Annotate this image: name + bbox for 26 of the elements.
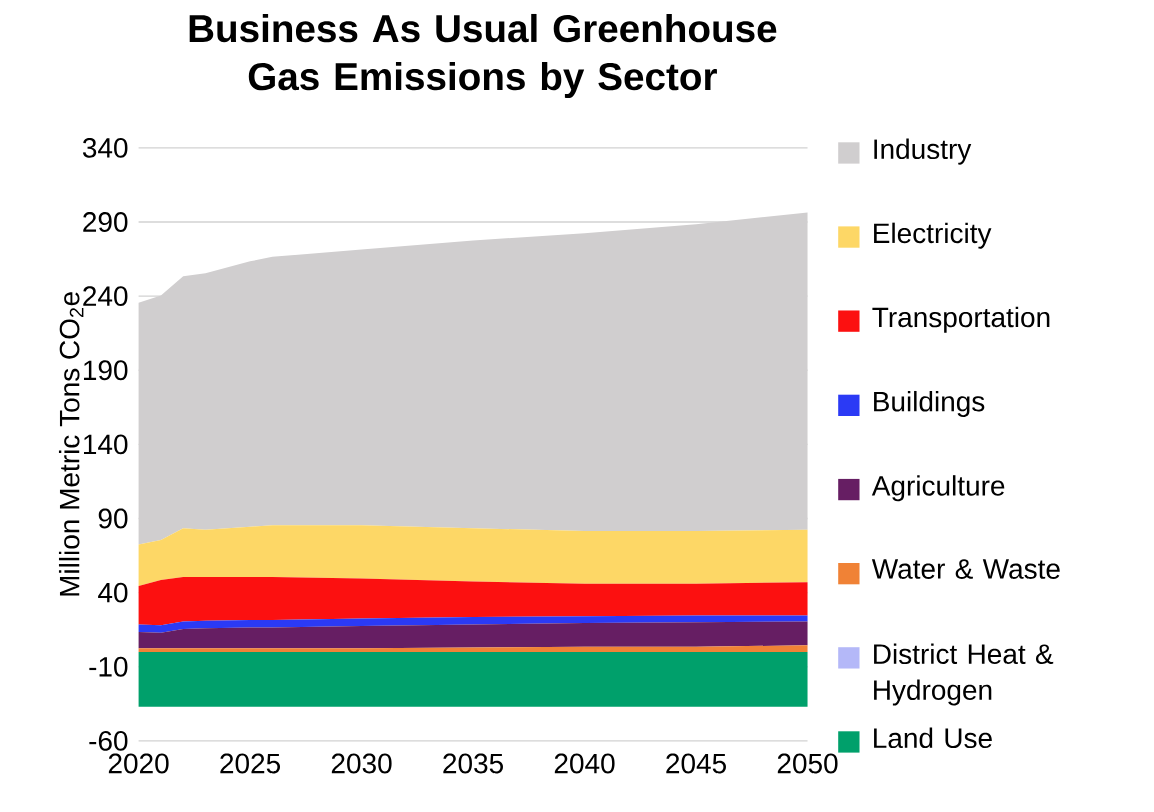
x-tick-label: 2020 [108,753,169,774]
x-tick-label: 2040 [554,753,615,774]
x-tick-label: 2025 [220,753,281,774]
y-tick-label: 90 [98,508,128,529]
legend-label: Agriculture [871,475,1005,502]
legend-label: Water & Waste [871,559,1060,580]
legend-label: Industry [874,138,972,165]
x-tick-label: 2030 [331,753,392,774]
chart-title: Business As Usual Greenhouse Gas Emissions by Sector [189,14,777,99]
legend-label: Land Use [874,727,992,749]
legend-label: District Heat & Hydrogen [874,643,1054,706]
y-axis-title: Million Metric Tons CO$_{2}$e [58,292,84,596]
y-tick-label: 340 [82,138,128,159]
x-tick-label: 2050 [777,753,838,774]
y-tick-label: 190 [84,360,128,381]
y-tick-label: 40 [98,582,128,603]
y-tick-label: 240 [83,286,128,307]
x-tick-label: 2035 [443,753,503,774]
y-tick-label: -10 [89,657,128,677]
y-tick-label: 140 [84,434,128,455]
legend-label: Transportation [872,306,1050,334]
legend-label: Buildings [874,391,985,418]
legend-label: Electricity [874,222,992,249]
x-tick-label: 2045 [666,753,726,774]
y-tick-label: 290 [83,212,128,233]
y-tick-label: -60 [89,731,128,752]
